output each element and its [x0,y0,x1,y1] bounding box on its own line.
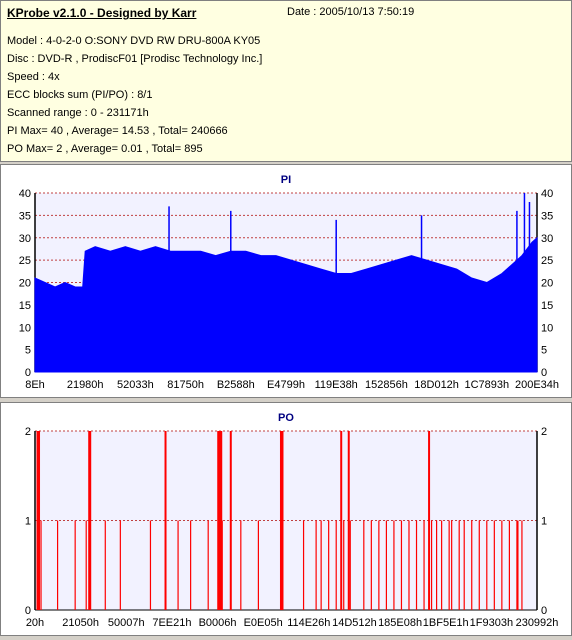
po-x-tick-label: 1F9303h [470,617,513,629]
pi-chart-title: PI [281,174,291,186]
po-y-tick-right: 2 [541,426,547,438]
po-x-tick-label: 1BF5E1h [423,617,469,629]
range-line: Scanned range : 0 - 231171h [7,107,149,119]
pi-series-area [34,236,538,373]
info-panel: KProbe v2.1.0 - Designed by Karr Date : … [0,0,572,162]
pi-x-tick-label: 18D012h [414,379,459,391]
po-x-tick-label: 14D512h [332,617,377,629]
pi-x-tick-label: 119E38h [315,379,358,391]
po-x-tick-label: 20h [26,617,44,629]
po-chart-title: PO [278,412,294,424]
pi-y-tick-right: 20 [541,278,553,290]
scan-date: Date : 2005/10/13 7:50:19 [287,6,415,18]
po-x-tick-label: 114E26h [287,617,330,629]
pi-x-tick-label: 21980h [67,379,104,391]
pi-stats-line: PI Max= 40 , Average= 14.53 , Total= 240… [7,125,228,137]
ecc-line: ECC blocks sum (PI/PO) : 8/1 [7,89,153,101]
pi-y-tick-left: 0 [25,367,31,379]
po-plot-area [35,431,537,610]
pi-y-tick-left: 30 [19,233,31,245]
disc-line: Disc : DVD-R , ProdiscF01 [Prodisc Techn… [7,53,263,65]
po-x-tick-label: B0006h [199,617,237,629]
po-stats-line: PO Max= 2 , Average= 0.01 , Total= 895 [7,143,203,155]
po-y-tick-left: 2 [25,426,31,438]
pi-y-tick-right: 5 [541,345,547,357]
po-y-tick-left: 0 [25,605,31,617]
pi-x-tick-label: 8Eh [25,379,45,391]
po-chart: PO 0 0 1 1 2 2 20h 21050h 50007h 7EE21h B0006h E0E05… [25,412,559,629]
po-x-tick-label: E0E05h [244,617,283,629]
pi-y-tick-left: 35 [19,210,31,222]
po-x-tick-label: 230992h [516,617,559,629]
pi-y-tick-right: 40 [541,188,553,200]
pi-x-tick-label: B2588h [217,379,255,391]
po-y-tick-right: 0 [541,605,547,617]
pi-y-tick-right: 0 [541,367,547,379]
app-title: KProbe v2.1.0 - Designed by Karr [7,6,197,20]
pi-y-tick-right: 30 [541,233,553,245]
pi-x-tick-label: 81750h [167,379,204,391]
pi-y-tick-left: 40 [19,188,31,200]
pi-x-tick-label: 152856h [365,379,408,391]
pi-y-tick-right: 15 [541,300,553,312]
pi-y-tick-right: 35 [541,210,553,222]
po-x-tick-label: 7EE21h [152,617,191,629]
model-line: Model : 4-0-2-0 O:SONY DVD RW DRU-800A K… [7,35,261,47]
pi-y-tick-right: 10 [541,322,553,334]
pi-x-tick-label: E4799h [267,379,305,391]
pi-x-tick-label: 200E34h [515,379,559,391]
po-x-tick-label: 21050h [62,617,99,629]
po-x-tick-label: 50007h [108,617,145,629]
speed-line: Speed : 4x [7,71,60,83]
pi-x-tick-label: 1C7893h [464,379,509,391]
pi-y-tick-left: 10 [19,322,31,334]
po-y-tick-left: 1 [25,516,31,528]
po-x-tick-label: 185E08h [378,617,422,629]
pi-x-tick-label: 52033h [117,379,154,391]
po-chart-panel: PO 0 0 1 1 2 2 20h 21050h 50007h 7EE21h B0006h E0E05… [0,402,572,636]
pi-y-tick-left: 15 [19,300,31,312]
pi-chart: PI 0 0 5 5 10 10 15 15 20 20 25 25 30 30 35 35 40 40 8Eh 219… [19,174,559,391]
pi-y-tick-left: 5 [25,345,31,357]
po-y-tick-right: 1 [541,516,547,528]
pi-y-tick-left: 20 [19,278,31,290]
pi-chart-panel: PI 0 0 5 5 10 10 15 15 20 20 25 25 30 30 35 35 40 40 8Eh 219… [0,164,572,398]
pi-y-tick-left: 25 [19,255,31,267]
pi-y-tick-right: 25 [541,255,553,267]
